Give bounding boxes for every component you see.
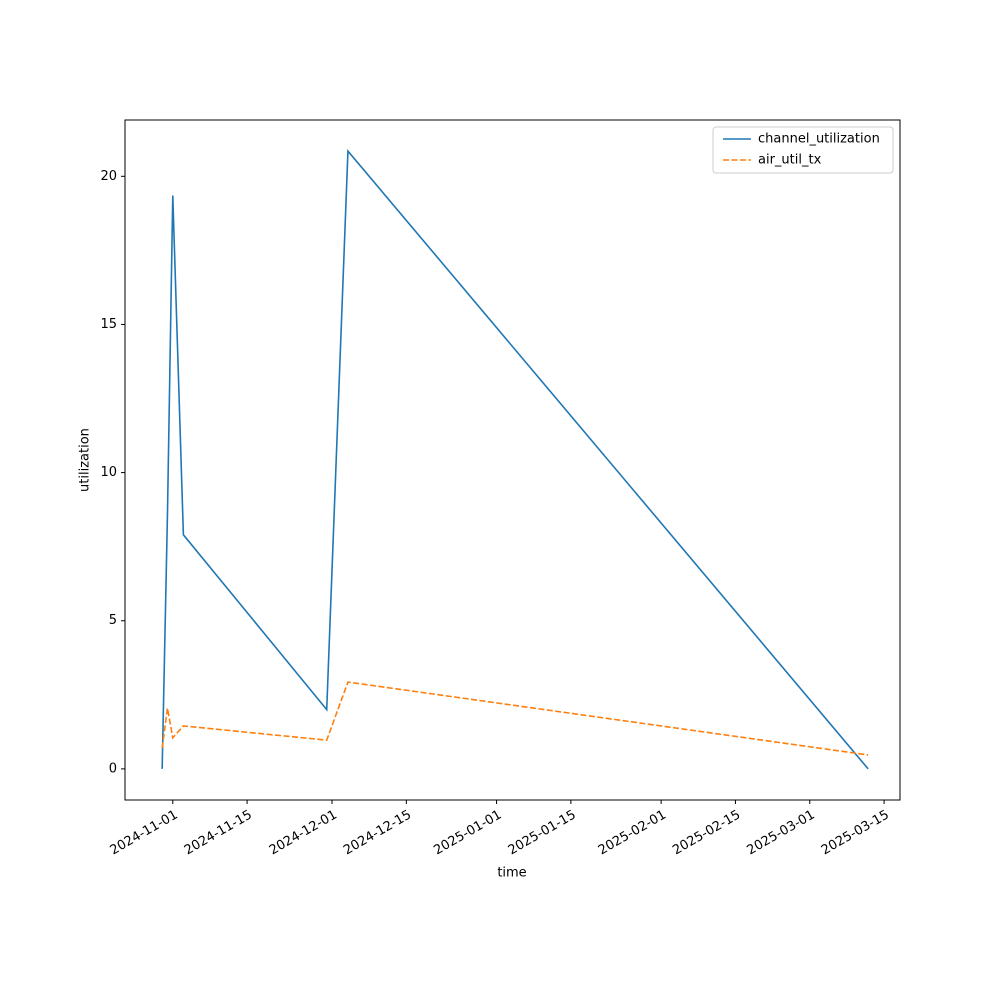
x-tick-label: 2025-02-01 [596, 808, 669, 859]
line-series [161, 149, 869, 770]
y-tick-label: 10 [100, 465, 117, 480]
legend-label: channel_utilization [758, 132, 880, 147]
x-tick-label: 2025-03-01 [745, 808, 818, 859]
x-tick-label: 2025-01-01 [431, 808, 504, 859]
x-tick-label: 2024-11-01 [108, 808, 181, 859]
y-tick-label: 0 [109, 761, 117, 776]
x-tick-label: 2025-01-15 [506, 808, 579, 859]
x-tick-label: 2024-11-15 [182, 808, 255, 859]
y-tick-label: 20 [100, 169, 117, 184]
x-axis-label: time [497, 866, 526, 881]
y-tick-label: 15 [100, 317, 117, 332]
legend-box [712, 126, 894, 174]
legend-label: air_util_tx [758, 153, 822, 168]
x-tick-label: 2025-03-15 [819, 808, 892, 859]
y-axis-label: utilization [78, 428, 93, 492]
x-tick-label: 2025-02-15 [670, 808, 743, 859]
plot-frame [124, 119, 901, 801]
line-series [161, 681, 869, 756]
x-tick-label: 2024-12-15 [341, 808, 414, 859]
y-tick-label: 5 [109, 613, 117, 628]
x-tick-label: 2024-12-01 [267, 808, 340, 859]
